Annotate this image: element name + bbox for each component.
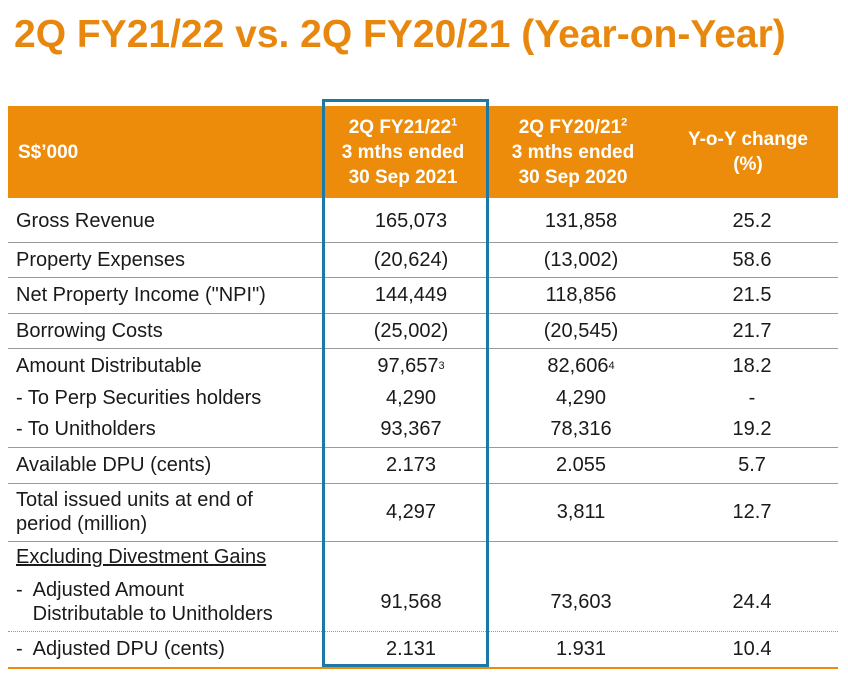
header-unit-label: S$’000 [18, 141, 79, 163]
row-label: Available DPU (cents) [16, 454, 212, 476]
value-2q-fy21-22: 2.173 [385, 454, 437, 476]
row-label: - To Unitholders [16, 418, 156, 440]
value-2q-fy20-21: 131,858 [544, 210, 618, 232]
value-yoy-change: - [748, 387, 756, 409]
value-2q-fy20-21: 118,856 [545, 284, 617, 306]
table-row: - Adjusted Amount Distributable to Unith… [8, 573, 838, 630]
value-2q-fy21-22: 4,290 [385, 387, 437, 409]
table-row: Available DPU (cents) 2.173 2.055 5.7 [8, 448, 838, 482]
row-label: Amount Distributable [16, 355, 202, 377]
table-row: Property Expenses (20,624) (13,002) 58.6 [8, 243, 838, 276]
row-divider [8, 541, 838, 542]
value-yoy-change: 19.2 [732, 418, 772, 440]
row-divider [8, 483, 838, 484]
row-label: - Adjusted DPU (cents) [16, 638, 225, 660]
row-divider [8, 447, 838, 448]
value-yoy-change: 25.2 [732, 210, 772, 232]
row-divider [8, 277, 838, 278]
row-label: - To Perp Securities holders [16, 387, 262, 409]
value-2q-fy21-22: (25,002) [373, 319, 449, 342]
row-label: - Adjusted Amount Distributable to Unith… [16, 578, 273, 625]
value-2q-fy20-21: 73,603 [550, 590, 612, 613]
row-divider [8, 242, 838, 243]
value-yoy-change: 10.4 [732, 638, 772, 660]
header-col-2q-fy20-21: 2Q FY20/212 3 mths ended 30 Sep 2020 [511, 116, 635, 188]
table-row: Total issued units at end of period (mill… [8, 484, 838, 540]
header-col-2q-fy21-22: 2Q FY21/221 3 mths ended 30 Sep 2021 [341, 116, 465, 188]
value-2q-fy20-21: 1.931 [555, 638, 607, 660]
value-2q-fy21-22: 2.131 [385, 638, 437, 660]
row-divider [8, 631, 838, 632]
value-yoy-change: 58.6 [732, 248, 772, 271]
value-2q-fy20-21: 4,290 [555, 387, 607, 409]
value-yoy-change: 24.4 [732, 590, 772, 613]
table-row: Amount Distributable 97,657 3 82,606 4 18.… [8, 349, 838, 383]
value-2q-fy21-22: (20,624) [373, 248, 449, 271]
row-divider [8, 348, 838, 349]
table-row: - Adjusted DPU (cents) 2.131 1.931 10.4 [8, 632, 838, 666]
value-yoy-change: 5.7 [738, 454, 766, 476]
page-title: 2Q FY21/22 vs. 2Q FY20/21 (Year-on-Year) [14, 13, 786, 56]
table-row: - To Perp Securities holders 4,290 4,290… [8, 383, 838, 413]
value-yoy-change: 21.5 [732, 284, 772, 306]
value-2q-fy20-21: 3,811 [556, 501, 606, 523]
value-yoy-change: 21.7 [732, 319, 772, 342]
header-col-yoy-change: Y-o-Y change (%) [687, 129, 808, 175]
row-label: Net Property Income ("NPI") [16, 284, 266, 306]
value-2q-fy20-21: 78,316 [550, 418, 612, 440]
row-label: Gross Revenue [16, 210, 155, 232]
row-label: Total issued units at end of period (mill… [16, 489, 253, 535]
value-2q-fy21-22: 144,449 [374, 284, 448, 306]
table-bottom-rule [8, 667, 838, 669]
section-label: Excluding Divestment Gains [16, 546, 267, 568]
value-2q-fy21-22: 4,297 [385, 501, 437, 523]
value-2q-fy21-22: 97,657 3 [377, 355, 445, 377]
row-label: Borrowing Costs [16, 319, 163, 342]
table-header [8, 106, 838, 198]
value-2q-fy21-22: 93,367 [380, 418, 442, 440]
value-2q-fy20-21: (20,545) [543, 319, 619, 342]
value-yoy-change: 18.2 [732, 355, 772, 377]
value-yoy-change: 12.7 [732, 501, 772, 523]
section-heading: Excluding Divestment Gains [8, 542, 838, 572]
table-row: - To Unitholders 93,367 78,316 19.2 [8, 413, 838, 445]
value-2q-fy21-22: 165,073 [374, 210, 448, 232]
table-row: Gross Revenue 165,073 131,858 25.2 [8, 202, 838, 240]
value-2q-fy21-22: 91,568 [380, 590, 442, 613]
current-quarter-highlight-box [322, 99, 489, 667]
table-row: Borrowing Costs (25,002) (20,545) 21.7 [8, 314, 838, 347]
table-row: Net Property Income ("NPI") 144,449 118,… [8, 278, 838, 312]
value-2q-fy20-21: (13,002) [543, 248, 619, 271]
row-divider [8, 313, 838, 314]
value-2q-fy20-21: 82,606 4 [547, 355, 615, 377]
row-label: Property Expenses [16, 248, 185, 271]
value-2q-fy20-21: 2.055 [555, 454, 607, 476]
